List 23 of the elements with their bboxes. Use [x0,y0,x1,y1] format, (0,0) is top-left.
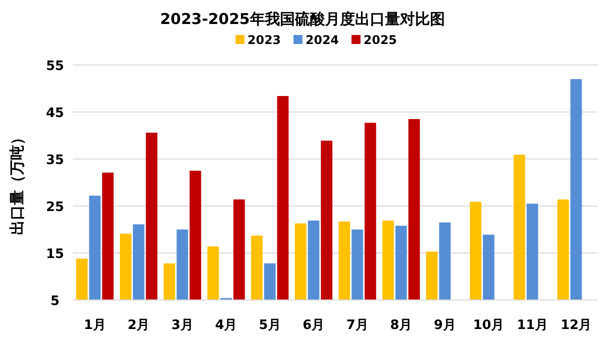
y-tick-label: 15 [46,247,64,262]
legend-label: 2024 [306,33,339,47]
x-tick-label: 1月 [84,318,106,333]
x-tick-label: 3月 [171,318,194,333]
x-tick-label: 2月 [128,318,150,333]
legend-label: 2023 [248,33,281,47]
x-tick-label: 6月 [302,318,325,333]
y-axis-title: 出口量（万吨） [8,130,26,235]
y-tick-label: 25 [46,200,64,215]
x-tick-label: 5月 [258,318,281,333]
x-tick-label: 11月 [516,318,548,333]
x-tick-label: 8月 [390,318,412,333]
x-tick-label: 7月 [346,318,368,333]
y-tick-label: 45 [46,106,64,121]
x-tick-label: 10月 [473,318,504,333]
x-tick-label: 4月 [215,318,238,333]
x-tick-label: 9月 [434,318,456,333]
chart-title: 2023-2025年我国硫酸月度出口量对比图 [160,10,445,28]
y-tick-label: 55 [46,59,64,74]
y-tick-label: 5 [50,294,60,309]
x-tick-label: 12月 [560,318,592,333]
y-tick-label: 35 [46,153,64,168]
legend-label: 2025 [364,33,397,47]
